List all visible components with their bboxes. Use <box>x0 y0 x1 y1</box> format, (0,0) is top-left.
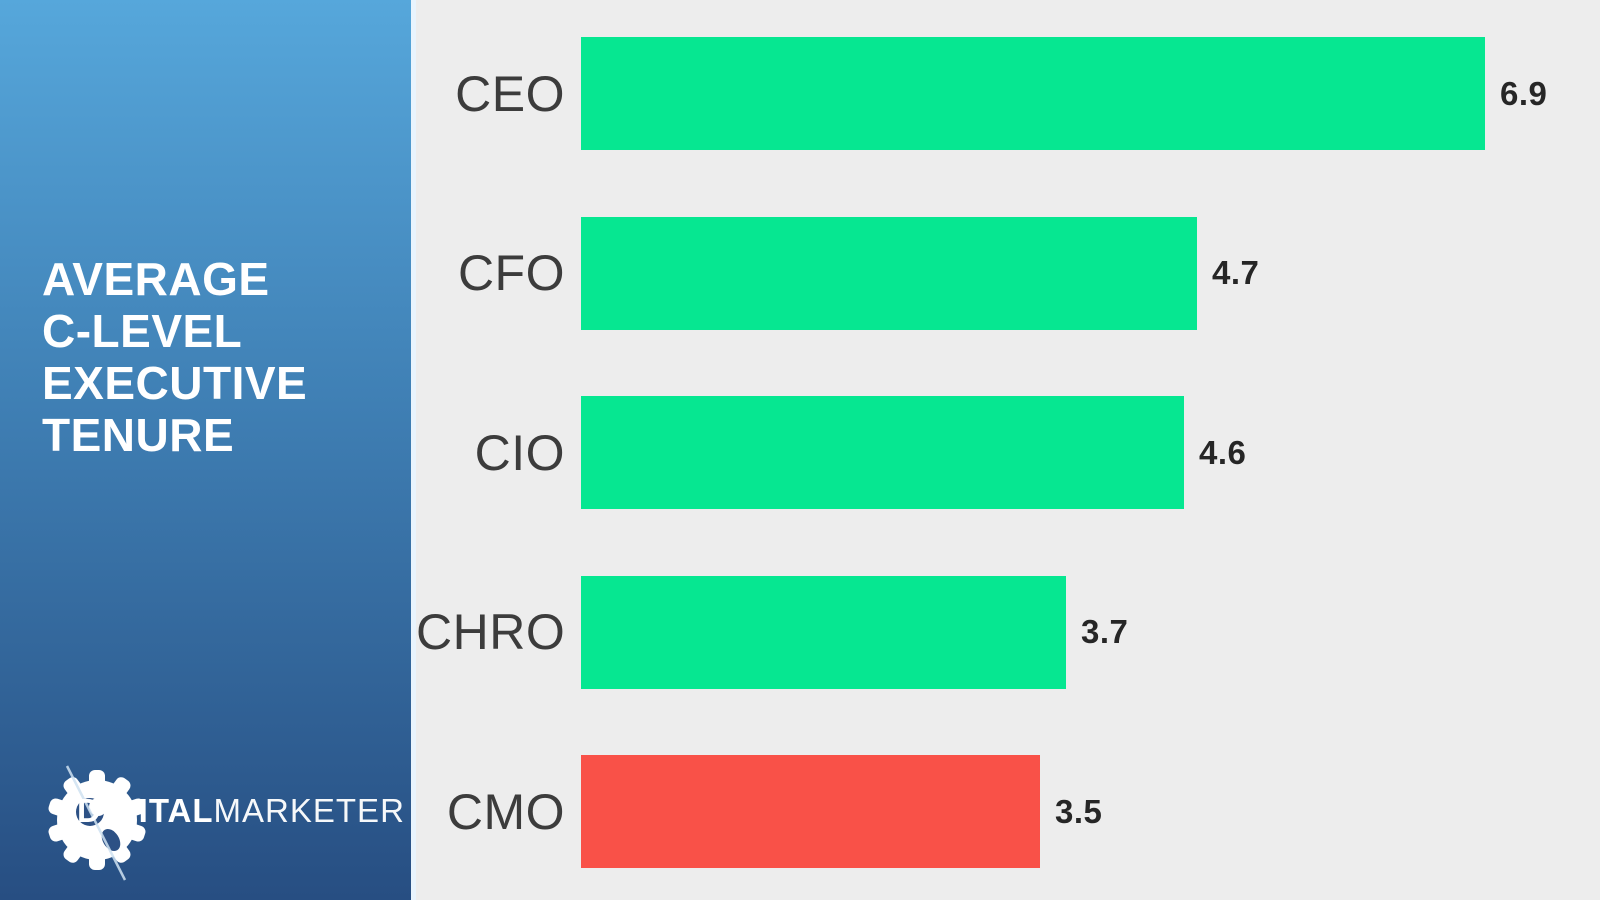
bar-row: CHRO 3.7 <box>416 575 1600 689</box>
page-title: AVERAGE C-LEVEL EXECUTIVE TENURE <box>42 253 307 461</box>
bar-track: 6.9 <box>581 37 1600 150</box>
bar-row: CEO 6.9 <box>416 37 1600 150</box>
value-label: 3.7 <box>1081 613 1129 650</box>
logo-wordmark: DIGITALMARKETER <box>77 792 405 830</box>
digitalmarketer-logo: DIGITALMARKETER <box>35 758 405 883</box>
sidebar: AVERAGE C-LEVEL EXECUTIVE TENURE <box>0 0 411 900</box>
bar-track: 4.7 <box>581 216 1600 330</box>
bar-track: 3.5 <box>581 755 1600 868</box>
category-label: CFO <box>457 245 565 301</box>
logo-text-marketer: MARKETER <box>213 792 405 829</box>
category-label: CHRO <box>416 604 566 660</box>
value-label: 4.7 <box>1212 254 1260 291</box>
bar-row: CMO 3.5 <box>416 755 1600 868</box>
bar-track: 3.7 <box>581 575 1600 689</box>
category-label: CEO <box>455 65 565 122</box>
bar-row: CIO 4.6 <box>416 396 1600 509</box>
title-line-1: AVERAGE <box>42 253 270 305</box>
bar <box>581 396 1184 509</box>
bar <box>581 575 1066 689</box>
bar <box>581 216 1197 330</box>
bar <box>581 755 1040 868</box>
value-label: 4.6 <box>1199 433 1247 471</box>
gear-icon <box>48 765 146 881</box>
bar <box>581 37 1485 150</box>
sidebar-edge-divider <box>411 0 416 900</box>
category-label: CIO <box>474 424 565 481</box>
value-label: 6.9 <box>1500 74 1548 112</box>
category-label: CMO <box>446 783 565 840</box>
title-line-2: C-LEVEL <box>42 305 243 357</box>
bar-track: 4.6 <box>581 396 1600 509</box>
title-line-3: EXECUTIVE <box>42 357 308 409</box>
logo-text-digital: DIGITAL <box>77 792 214 829</box>
title-line-4: TENURE <box>42 409 235 461</box>
bar-row: CFO 4.7 <box>416 216 1600 330</box>
bar-chart: CEO 6.9 CFO 4.7 CIO 4.6 CHRO 3.7 CMO 3.5 <box>416 0 1600 900</box>
value-label: 3.5 <box>1055 792 1103 830</box>
